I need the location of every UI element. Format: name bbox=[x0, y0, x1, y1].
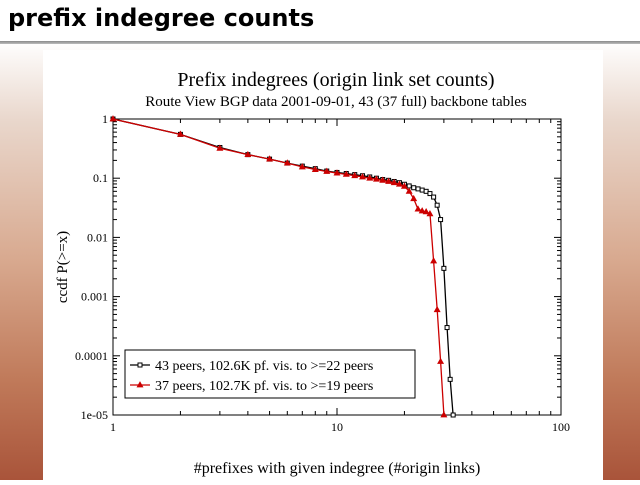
data-point bbox=[410, 194, 418, 202]
data-point bbox=[405, 187, 413, 194]
y-tick-label: 0.0001 bbox=[75, 349, 108, 363]
data-point bbox=[390, 178, 398, 186]
data-point bbox=[385, 177, 393, 184]
data-point bbox=[395, 180, 403, 187]
chart-title: Prefix indegrees (origin link set counts… bbox=[177, 69, 494, 91]
data-point bbox=[441, 265, 447, 271]
data-point bbox=[283, 159, 291, 166]
data-point bbox=[266, 155, 274, 162]
y-axis-label: ccdf P(>=x) bbox=[55, 231, 71, 303]
legend-label: 37 peers, 102.7K pf. vis. to >=19 peers bbox=[155, 379, 373, 394]
axis-ticks: 1 10 100 1 0.1 0.01 0.001 0.0001 1e-05 bbox=[75, 112, 570, 434]
chart-panel: Prefix indegrees (origin link set counts… bbox=[43, 50, 603, 480]
y-tick-label: 1 bbox=[102, 112, 108, 126]
title-divider bbox=[0, 41, 640, 44]
series-layer bbox=[109, 115, 456, 418]
x-tick-label: 100 bbox=[552, 420, 570, 434]
data-point bbox=[431, 194, 437, 200]
data-point bbox=[437, 357, 445, 364]
data-point bbox=[450, 412, 456, 418]
legend-box bbox=[124, 349, 416, 399]
data-point bbox=[415, 186, 421, 192]
data-point bbox=[426, 210, 434, 217]
legend-marker bbox=[137, 362, 143, 368]
data-point bbox=[433, 305, 441, 313]
data-point bbox=[406, 183, 412, 189]
data-point bbox=[372, 175, 380, 182]
x-tick-label: 1 bbox=[110, 420, 116, 434]
y-tick-label: 0.01 bbox=[87, 230, 108, 244]
data-point bbox=[422, 208, 430, 215]
data-point bbox=[419, 187, 425, 193]
data-point bbox=[427, 191, 433, 197]
data-point bbox=[298, 163, 306, 170]
slide-title: prefix indegree counts bbox=[8, 4, 315, 32]
data-point bbox=[411, 185, 417, 191]
data-point bbox=[366, 174, 374, 181]
data-point bbox=[359, 173, 367, 180]
data-point bbox=[447, 376, 453, 382]
data-point bbox=[440, 411, 448, 418]
legend-marker bbox=[136, 381, 144, 388]
data-point bbox=[342, 170, 350, 177]
y-tick-label: 1e-05 bbox=[81, 408, 108, 422]
data-point bbox=[379, 176, 387, 183]
y-tick-label: 0.1 bbox=[93, 171, 108, 185]
data-point bbox=[323, 167, 331, 174]
ccdf-chart: Prefix indegrees (origin link set counts… bbox=[55, 69, 570, 477]
data-point bbox=[414, 205, 422, 212]
data-point bbox=[430, 257, 438, 264]
data-point bbox=[244, 150, 252, 158]
data-point bbox=[351, 171, 359, 179]
data-point bbox=[311, 165, 319, 172]
chart-subtitle: Route View BGP data 2001-09-01, 43 (37 f… bbox=[145, 94, 527, 110]
data-point bbox=[438, 217, 444, 223]
data-point bbox=[418, 207, 426, 214]
data-point bbox=[400, 182, 408, 189]
legend: 43 peers, 102.6K pf. vis. to >=22 peers 3… bbox=[124, 349, 416, 399]
x-axis-label: #prefixes with given indegree (#origin l… bbox=[194, 460, 481, 477]
x-tick-label: 10 bbox=[331, 420, 343, 434]
legend-label: 43 peers, 102.6K pf. vis. to >=22 peers bbox=[155, 359, 373, 374]
data-point bbox=[434, 202, 440, 208]
data-point bbox=[216, 144, 224, 151]
data-point bbox=[109, 115, 117, 122]
data-point bbox=[176, 130, 184, 137]
data-point bbox=[444, 325, 450, 331]
y-tick-label: 0.001 bbox=[81, 290, 108, 304]
data-point bbox=[333, 169, 341, 176]
